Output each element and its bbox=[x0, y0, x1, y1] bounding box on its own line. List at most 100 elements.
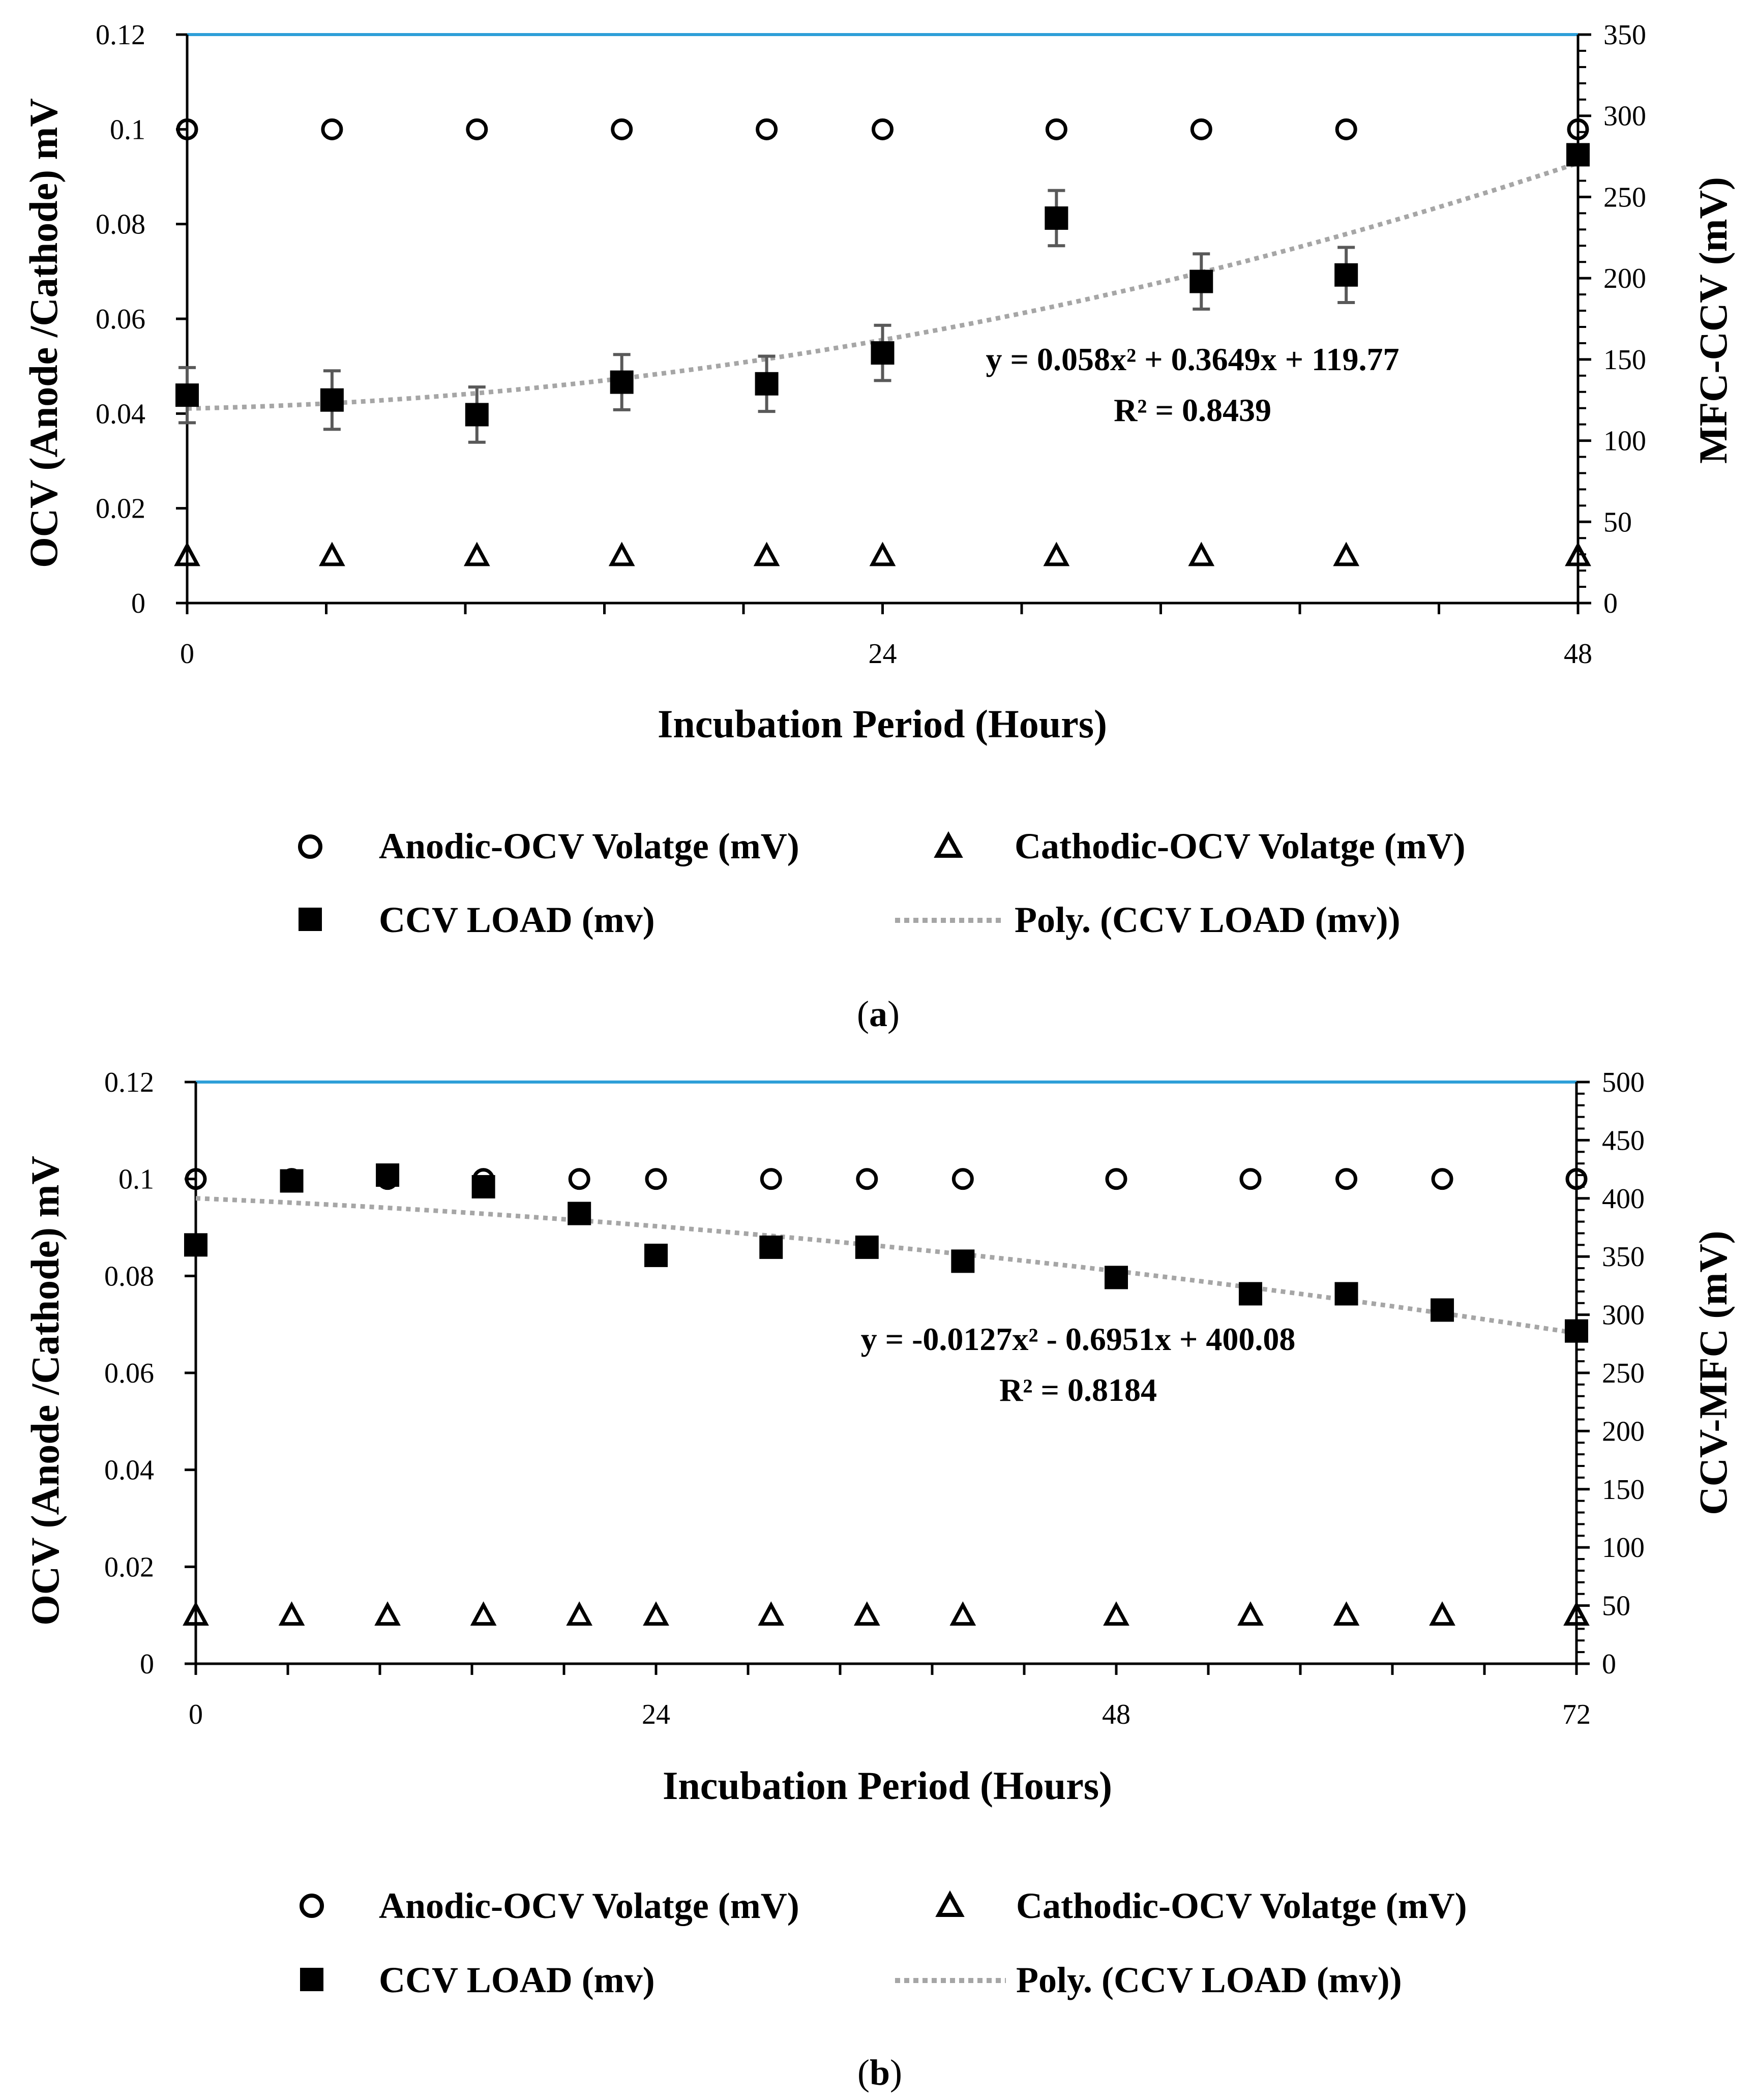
panel-b-x-tick-label: 24 bbox=[642, 1699, 670, 1730]
panel-b-chart: 0 0.02 0.04 0.06 0.08 0.1 0.12 0 50 100 150 200 250 3… bbox=[23, 1067, 1735, 2093]
panel-a-anodic-point bbox=[756, 118, 778, 140]
panel-b-legend-ccv: CCV LOAD (mv) bbox=[379, 1960, 655, 2000]
panel-b-y2-tick-label: 50 bbox=[1602, 1591, 1630, 1622]
panel-b-y-tick-label: 0.1 bbox=[118, 1164, 154, 1195]
panel-a-y-tick-label: 0 bbox=[131, 588, 145, 619]
panel-b-cathodic-point bbox=[183, 1601, 209, 1626]
panel-b-y2-tick-label: 400 bbox=[1602, 1183, 1645, 1215]
panel-a-y2-tick-label: 250 bbox=[1603, 182, 1646, 213]
panel-b-anodic-point bbox=[1565, 1168, 1588, 1190]
panel-b-y-tick-label: 0.06 bbox=[104, 1358, 154, 1389]
panel-b-cathodic-point bbox=[1237, 1601, 1264, 1626]
panel-a-cathodic-point bbox=[319, 542, 345, 566]
panel-a-y-tick-label: 0.06 bbox=[96, 304, 145, 335]
panel-a-ccv-point bbox=[871, 341, 895, 365]
panel-b-anodic-point bbox=[856, 1168, 878, 1190]
panel-b-cathodic-point bbox=[470, 1601, 497, 1626]
panel-a-legend: Anodic-OCV Volatge (mV) Cathodic-OCV Vol… bbox=[298, 826, 1466, 940]
panel-a-ccv-point bbox=[1045, 206, 1068, 230]
panel-b-cathodic-point bbox=[1103, 1601, 1129, 1626]
panel-a-y2-tick-label: 150 bbox=[1603, 344, 1646, 376]
panel-b-cathodic-point bbox=[1429, 1601, 1455, 1626]
panel-a-cathodic-point bbox=[174, 542, 200, 566]
panel-b-ccv-point bbox=[280, 1169, 304, 1193]
panel-a-ccv-point bbox=[1334, 263, 1358, 287]
panel-b-cathodic-point bbox=[374, 1601, 401, 1626]
panel-a-y-tick-label: 0.04 bbox=[96, 398, 145, 430]
panel-b-y2-tick-label: 100 bbox=[1602, 1532, 1645, 1564]
panel-b-anodic-point bbox=[1105, 1168, 1127, 1190]
panel-a-y-tick-label: 0.08 bbox=[96, 209, 145, 241]
panel-a-y2-axis-label: MFC-CCV (mV) bbox=[1691, 177, 1735, 464]
panel-b-trend-r2: R² = 0.8184 bbox=[999, 1372, 1157, 1408]
panel-a-legend-triangle-marker bbox=[934, 831, 963, 858]
panel-a-y2-tick-label: 50 bbox=[1603, 506, 1632, 538]
panel-b-cathodic-point bbox=[1333, 1601, 1360, 1626]
panel-b-caption-letter: b bbox=[870, 2052, 890, 2093]
panel-a-anodic-point bbox=[176, 118, 198, 140]
panel-a-anodic-point bbox=[1567, 118, 1589, 140]
panel-b-legend-poly: Poly. (CCV LOAD (mv)) bbox=[1016, 1960, 1402, 2000]
panel-b-anodic-point bbox=[568, 1168, 590, 1190]
panel-b-cathodic-point bbox=[949, 1601, 976, 1626]
panel-a-anodic-point bbox=[1335, 118, 1357, 140]
panel-b-ccv-point bbox=[376, 1163, 400, 1187]
panel-b-y-tick-label: 0.02 bbox=[104, 1551, 154, 1583]
panel-a-y-tick-label: 0.02 bbox=[96, 493, 145, 525]
panel-b-caption: (b) bbox=[857, 2052, 902, 2093]
panel-b-y-tick-label: 0.12 bbox=[104, 1067, 154, 1098]
panel-a-chart: 0 0.02 0.04 0.06 0.08 0.1 0.12 0 50 100 150 200 250 3… bbox=[21, 19, 1735, 1034]
panel-b-y-tick-label: 0 bbox=[140, 1648, 154, 1680]
panel-a-cathodic-point bbox=[463, 542, 490, 566]
panel-a-y2-tick-label: 350 bbox=[1603, 19, 1646, 51]
panel-a-trend-r2: R² = 0.8439 bbox=[1114, 392, 1271, 428]
panel-a-plot-area: 0 0.02 0.04 0.06 0.08 0.1 0.12 0 50 100 150 200 250 3… bbox=[96, 19, 1646, 670]
panel-a-ccv-point bbox=[755, 372, 779, 396]
panel-a-y2-tick-label: 200 bbox=[1603, 263, 1646, 294]
panel-b-y-tick-label: 0.08 bbox=[104, 1261, 154, 1292]
panel-b-cathodic-point bbox=[1563, 1601, 1590, 1626]
panel-b-y2-tick-label: 0 bbox=[1602, 1648, 1616, 1680]
panel-a-legend-ccv: CCV LOAD (mv) bbox=[379, 899, 655, 940]
panel-a-anodic-point bbox=[321, 118, 343, 140]
panel-a-cathodic-point bbox=[1188, 542, 1215, 566]
panel-b-ccv-point bbox=[1565, 1319, 1588, 1343]
panel-b-legend-anodic: Anodic-OCV Volatge (mV) bbox=[379, 1885, 799, 1926]
panel-b-y-tick-label: 0.04 bbox=[104, 1455, 154, 1486]
panel-a-y2-tick-label: 0 bbox=[1603, 588, 1618, 619]
panel-a-y2-tick-label: 100 bbox=[1603, 426, 1646, 457]
panel-b-anodic-point bbox=[1431, 1168, 1453, 1190]
panel-a-ccv-point bbox=[320, 388, 344, 412]
panel-a-cathodic-point bbox=[608, 542, 635, 566]
panel-b-anodic-point bbox=[951, 1168, 974, 1190]
panel-a-x-axis-label: Incubation Period (Hours) bbox=[658, 702, 1107, 746]
panel-b-ccv-point bbox=[1238, 1282, 1262, 1306]
panel-b-y2-tick-label: 450 bbox=[1602, 1125, 1645, 1156]
panel-b-ccv-point bbox=[1334, 1282, 1358, 1306]
panel-b-ccv-point bbox=[1431, 1298, 1454, 1322]
panel-b-x-tick-label: 0 bbox=[189, 1699, 203, 1730]
panel-b-plot-area: 0 0.02 0.04 0.06 0.08 0.1 0.12 0 50 100 150 200 250 3… bbox=[104, 1067, 1645, 1730]
panel-a-anodic-point bbox=[1190, 118, 1212, 140]
panel-a-ccv-point bbox=[1566, 143, 1590, 167]
panel-b-y2-tick-label: 200 bbox=[1602, 1416, 1645, 1447]
panel-b-ccv-point bbox=[644, 1243, 668, 1267]
panel-b-y-axis-label: OCV (Anode /Cathode) mV bbox=[23, 1156, 67, 1626]
panel-b-ccv-point bbox=[1105, 1266, 1128, 1289]
panel-a-x-tick-label: 0 bbox=[180, 638, 194, 670]
panel-a-trend-equation: y = 0.058x² + 0.3649x + 119.77 bbox=[986, 341, 1399, 377]
panel-a-anodic-point bbox=[1045, 118, 1067, 140]
panel-b-legend: Anodic-OCV Volatge (mV) Cathodic-OCV Vol… bbox=[300, 1885, 1467, 2000]
panel-a-caption: (a) bbox=[857, 994, 900, 1034]
panel-b-cathodic-point bbox=[853, 1601, 880, 1626]
panel-a-cathodic-point bbox=[869, 542, 896, 566]
panel-b-legend-triangle-marker bbox=[935, 1890, 965, 1917]
panel-b-x-tick-label: 48 bbox=[1102, 1699, 1130, 1730]
panel-b-y2-tick-label: 250 bbox=[1602, 1358, 1645, 1389]
panel-b-ccv-point bbox=[759, 1235, 783, 1259]
panel-b-legend-square-marker bbox=[300, 1968, 323, 1991]
panel-a-x-tick-label: 24 bbox=[869, 638, 897, 670]
panel-a-y-tick-label: 0.12 bbox=[96, 19, 145, 51]
panel-a-anodic-point bbox=[466, 118, 488, 140]
